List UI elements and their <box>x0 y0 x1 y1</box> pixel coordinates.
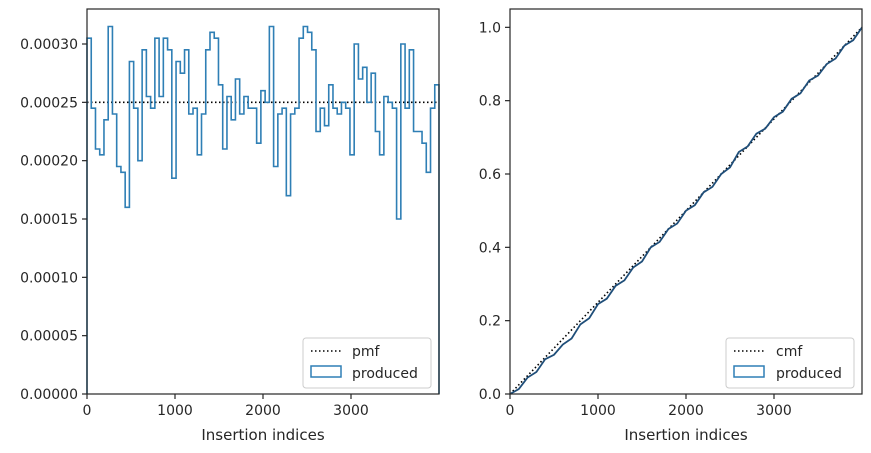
cmf-ytick-label: 0.4 <box>479 240 501 256</box>
cmf-ytick-label: 0.6 <box>479 167 501 183</box>
cmf-xtick-label: 0 <box>506 403 515 419</box>
pmf-produced-steps <box>86 25 440 394</box>
cmf-ytick-label: 1.0 <box>479 20 501 36</box>
cmf-xtick-label: 3000 <box>756 403 792 419</box>
cmf-ticks: 0 1000 2000 3000 0.0 0.2 0.4 0.6 0.8 1.0 <box>479 20 792 419</box>
cmf-panel: 0 1000 2000 3000 0.0 0.2 0.4 0.6 0.8 1.0 Insertio… <box>479 8 863 444</box>
cmf-marks <box>509 26 863 395</box>
cmf-produced-steps <box>509 26 863 395</box>
cmf-legend-produced-label: produced <box>776 366 842 382</box>
cmf-ytick-label: 0.8 <box>479 94 501 110</box>
pmf-ytick-label: 0.00025 <box>20 95 78 111</box>
pmf-histogram-panel: 0 1000 2000 3000 0.00000 0.00005 0.00010 0.0001… <box>20 8 440 444</box>
pmf-ticks: 0 1000 2000 3000 0.00000 0.00005 0.00010 0.0001… <box>20 37 369 419</box>
pmf-xtick-label: 3000 <box>333 403 369 419</box>
pmf-xlabel: Insertion indices <box>201 426 324 444</box>
cmf-xlabel: Insertion indices <box>624 426 747 444</box>
cmf-legend-produced-swatch <box>733 365 765 378</box>
pmf-legend-produced-label: produced <box>352 366 418 382</box>
pmf-ytick-label: 0.00030 <box>20 37 78 53</box>
cmf-ytick-label: 0.2 <box>479 314 501 330</box>
cmf-ytick-label: 0.0 <box>479 387 501 403</box>
cmf-xtick-label: 2000 <box>668 403 704 419</box>
pmf-histogram-marks <box>86 25 440 394</box>
pmf-axes-frame <box>86 8 440 395</box>
pmf-legend-pmf-label: pmf <box>352 344 381 360</box>
cmf-legend: cmf produced <box>725 337 855 389</box>
pmf-xtick-label: 1000 <box>157 403 193 419</box>
pmf-xtick-label: 0 <box>83 403 92 419</box>
pmf-legend-produced-swatch <box>310 365 342 378</box>
pmf-ytick-label: 0.00015 <box>20 212 78 228</box>
pmf-ytick-label: 0.00000 <box>20 387 78 403</box>
cmf-axes-frame <box>509 8 863 395</box>
cmf-cmf-line <box>509 26 863 395</box>
pmf-legend: pmf produced <box>302 337 432 389</box>
pmf-ytick-label: 0.00010 <box>20 270 78 286</box>
pmf-xtick-label: 2000 <box>245 403 281 419</box>
cmf-legend-cmf-label: cmf <box>776 344 803 360</box>
cmf-xtick-label: 1000 <box>580 403 616 419</box>
pmf-ytick-label: 0.00005 <box>20 329 78 345</box>
pmf-ytick-label: 0.00020 <box>20 154 78 170</box>
